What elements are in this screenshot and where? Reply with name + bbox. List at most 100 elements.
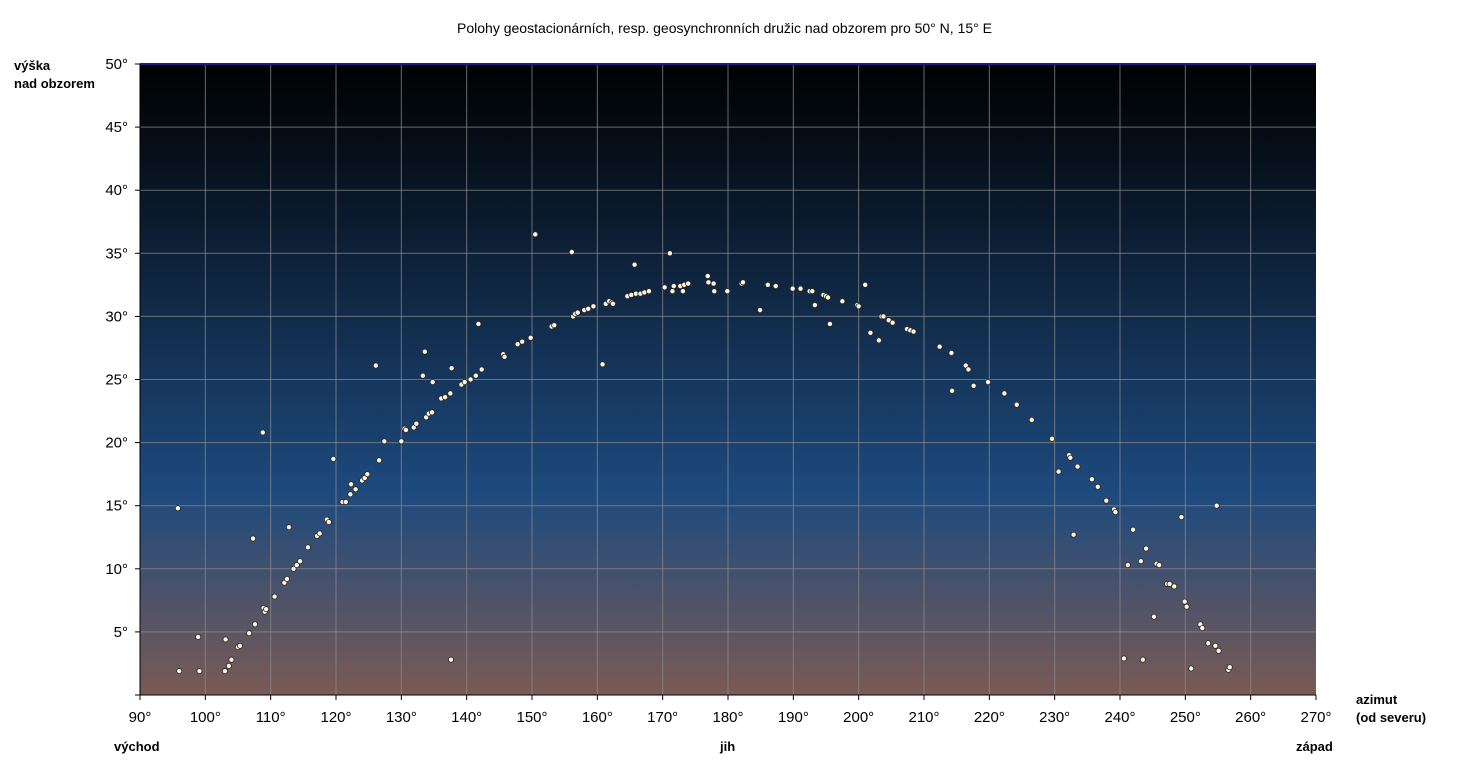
satellite-point (290, 565, 297, 572)
satellite-point (711, 288, 718, 295)
y-tick-labels: 5° 10° 15° 20° 25° 30° 35° 40° 45° 50° (105, 56, 128, 641)
satellite-point (1183, 603, 1190, 610)
satellite-point (889, 319, 896, 326)
y-tick-label: 20° (105, 435, 128, 452)
satellite-point (1013, 401, 1020, 408)
y-tick-label: 50° (105, 56, 128, 73)
satellite-point (527, 334, 534, 341)
satellite-point (1137, 558, 1144, 565)
satellite-point (348, 481, 355, 488)
x-axis-label-line1: azimut (1356, 692, 1398, 707)
satellite-point (631, 261, 638, 268)
x-tick-label: 170° (647, 709, 678, 726)
data-points (174, 231, 1233, 675)
satellite-point (342, 498, 349, 505)
satellite-point (514, 341, 521, 348)
satellite-point (965, 366, 972, 373)
satellite-point (610, 300, 617, 307)
satellite-point (585, 305, 592, 312)
satellite-point (1067, 454, 1074, 461)
satellite-point (685, 280, 692, 287)
satellite-point (381, 438, 388, 445)
satellite-point (862, 281, 869, 288)
satellite-point (839, 298, 846, 305)
y-tick-label: 15° (105, 498, 128, 515)
satellite-point (419, 372, 426, 379)
satellite-point (195, 633, 202, 640)
satellite-point (1150, 613, 1157, 620)
satellite-point (809, 288, 816, 295)
satellite-point (855, 303, 862, 310)
y-axis-label-line1: výška (14, 58, 51, 73)
satellite-point (1001, 390, 1008, 397)
satellite-point (1226, 664, 1233, 671)
satellite-point (568, 249, 575, 256)
satellite-point (1049, 435, 1056, 442)
x-tick-label: 120° (320, 709, 351, 726)
satellite-point (174, 505, 181, 512)
satellite-point (666, 250, 673, 257)
x-tick-label: 210° (908, 709, 939, 726)
y-axis-label-line2: nad obzorem (14, 76, 95, 91)
satellite-point (448, 365, 455, 372)
satellite-point (936, 343, 943, 350)
satellite-point (271, 593, 278, 600)
satellite-point (402, 426, 409, 433)
satellite-point (478, 366, 485, 373)
satellite-point (970, 382, 977, 389)
x-tick-label: 200° (843, 709, 874, 726)
satellite-point (948, 349, 955, 356)
satellite-point (501, 353, 508, 360)
satellite-point (325, 519, 332, 526)
satellite-point (246, 630, 253, 637)
satellite-point (875, 337, 882, 344)
satellite-point (259, 429, 266, 436)
satellite-point (590, 303, 597, 310)
satellite-point (330, 456, 337, 463)
satellite-point (236, 642, 243, 649)
y-tick-label: 5° (114, 624, 128, 641)
satellite-point (824, 294, 831, 301)
satellite-point (285, 524, 292, 531)
satellite-point (772, 283, 779, 290)
satellite-point (429, 379, 436, 386)
x-tick-label: 110° (256, 709, 286, 726)
satellite-point (757, 307, 764, 314)
satellite-point (704, 273, 711, 280)
satellite-point (599, 361, 606, 368)
x-tick-label: 180° (712, 709, 743, 726)
satellite-point (429, 409, 436, 416)
satellite-point (447, 390, 454, 397)
satellite-point (789, 285, 796, 292)
satellite-point (1103, 497, 1110, 504)
satellite-point (1199, 625, 1206, 632)
satellite-point (1028, 416, 1035, 423)
satellite-point (1112, 509, 1119, 516)
satellite-point (797, 285, 804, 292)
x-tick-label: 90° (129, 709, 152, 726)
satellite-point (196, 668, 203, 675)
y-tick-label: 30° (105, 308, 128, 325)
satellite-point (1130, 526, 1137, 533)
satellite-point (679, 288, 686, 295)
axes (135, 63, 1317, 700)
satellite-point (316, 530, 323, 537)
satellite-point (250, 535, 257, 542)
satellite-point (669, 288, 676, 295)
y-tick-label: 45° (105, 119, 128, 136)
satellite-point (364, 471, 371, 478)
satellite-point (1212, 642, 1219, 649)
satellite-point (532, 231, 539, 238)
chart-title: Polohy geostacionárních, resp. geosynchr… (457, 20, 992, 36)
satellite-point (661, 284, 668, 291)
y-tick-label: 35° (105, 245, 128, 262)
satellite-point (764, 281, 771, 288)
satellite-point (985, 379, 992, 386)
satellite-point (447, 656, 454, 663)
satellite-point (347, 491, 354, 498)
satellite-point (1088, 476, 1095, 483)
satellite-point (421, 348, 428, 355)
satellite-point (670, 283, 677, 290)
x-tick-label: 270° (1300, 709, 1331, 726)
